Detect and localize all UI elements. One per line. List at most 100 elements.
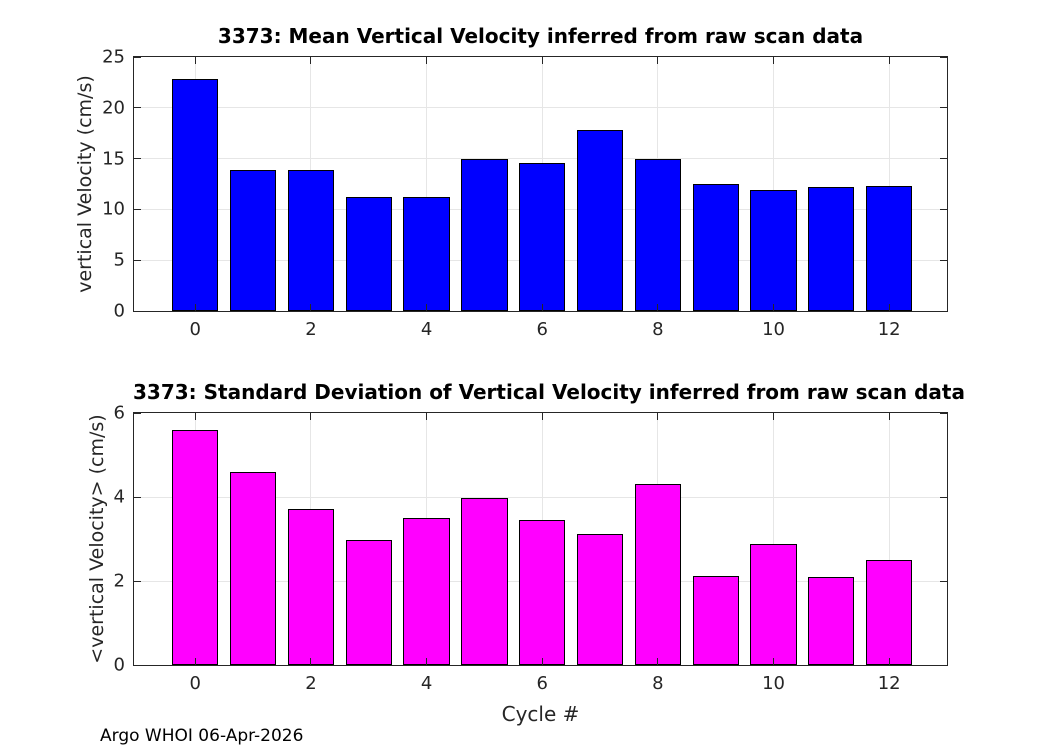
bar-cycle-1 [229,471,277,665]
bar-cycle-6 [519,520,566,665]
tick-mark [134,496,141,498]
tick-mark [310,413,312,420]
tick-mark [194,658,196,665]
tick-mark [426,658,428,665]
tick-mark [541,304,543,311]
bar-cycle-1 [229,169,277,311]
tick-mark [773,304,775,311]
y-axis-label-mean-velocity: vertical Velocity (cm/s) [74,75,96,293]
gridline [134,158,947,160]
chart-title-mean-velocity: 3373: Mean Vertical Velocity inferred fr… [217,24,864,48]
x-tick-label: 4 [420,319,433,340]
y-tick-label: 2 [113,570,125,592]
tick-mark [773,57,775,64]
x-tick-label: 2 [305,319,317,340]
tick-mark [541,413,543,420]
tick-mark [940,496,947,498]
tick-mark [134,208,141,210]
tick-mark [194,413,196,420]
bar-cycle-10 [750,544,797,665]
y-tick-label: 5 [113,249,125,271]
tick-mark [134,56,141,58]
tick-mark [310,57,312,64]
tick-mark [773,413,775,420]
y-tick-label: 15 [102,148,125,170]
gridline [888,57,890,311]
bar-cycle-8 [634,158,681,311]
x-tick-label: 2 [305,673,317,694]
tick-mark [940,208,947,210]
x-tick-label: 12 [877,673,901,694]
x-axis-label-cycle: Cycle # [501,702,580,726]
bar-cycle-7 [576,533,624,665]
x-tick-label: 0 [189,673,202,694]
tick-mark [888,413,890,420]
tick-mark [426,304,428,311]
bar-cycle-9 [692,575,739,665]
tick-mark [134,259,141,261]
y-tick-label: 25 [102,46,125,68]
gridline [134,107,947,109]
tick-mark [940,664,947,666]
bar-cycle-11 [808,576,855,665]
tick-mark [773,658,775,665]
bar-cycle-8 [634,484,681,665]
bar-cycle-2 [287,169,335,311]
chart-title-std-deviation: 3373: Standard Deviation of Vertical Vel… [133,380,965,404]
y-tick-label: 20 [102,97,125,119]
bar-cycle-5 [461,498,508,665]
tick-mark [194,57,196,64]
x-tick-label: 12 [877,319,901,340]
x-tick-label: 4 [420,673,433,694]
tick-mark [426,57,428,64]
tick-mark [134,158,141,160]
y-tick-label: 10 [102,198,125,220]
y-tick-label: 0 [113,300,125,322]
x-tick-label: 6 [536,319,548,340]
tick-mark [541,57,543,64]
gridline [426,57,428,311]
bar-cycle-0 [172,79,219,311]
tick-mark [657,413,659,420]
y-axis-label-std-deviation: <vertical Velocity> (cm/s) [86,414,108,664]
tick-mark [541,658,543,665]
gridline [773,413,775,665]
tick-mark [657,57,659,64]
gridline [888,413,890,665]
x-tick-label: 10 [762,673,785,694]
bar-cycle-6 [519,162,566,311]
bar-cycle-5 [461,158,508,311]
bar-cycle-3 [345,539,392,665]
y-tick-label: 0 [113,654,125,676]
tick-mark [134,107,141,109]
bar-cycle-3 [345,197,392,311]
tick-mark [134,412,141,414]
tick-mark [134,310,141,312]
tick-mark [657,658,659,665]
x-tick-label: 8 [652,319,664,340]
bar-cycle-4 [403,518,450,665]
tick-mark [940,310,947,312]
gridline [134,496,947,498]
bar-cycle-11 [808,187,855,311]
bar-cycle-2 [287,508,335,665]
bar-cycle-10 [750,190,797,311]
footer-annotation: Argo WHOI 06-Apr-2026 [100,726,304,746]
tick-mark [310,304,312,311]
tick-mark [940,107,947,109]
tick-mark [940,259,947,261]
tick-mark [134,580,141,582]
tick-mark [940,158,947,160]
tick-mark [888,658,890,665]
bar-cycle-4 [403,197,450,311]
tick-mark [940,56,947,58]
tick-mark [940,412,947,414]
bar-cycle-12 [866,560,913,665]
plot-area-std-deviation: 0 2 4 6 8 10 12 0 2 4 6 [114,403,948,694]
tick-mark [888,57,890,64]
x-tick-label: 6 [536,673,548,694]
tick-mark [426,413,428,420]
y-tick-label: 6 [113,402,125,424]
tick-mark [134,664,141,666]
